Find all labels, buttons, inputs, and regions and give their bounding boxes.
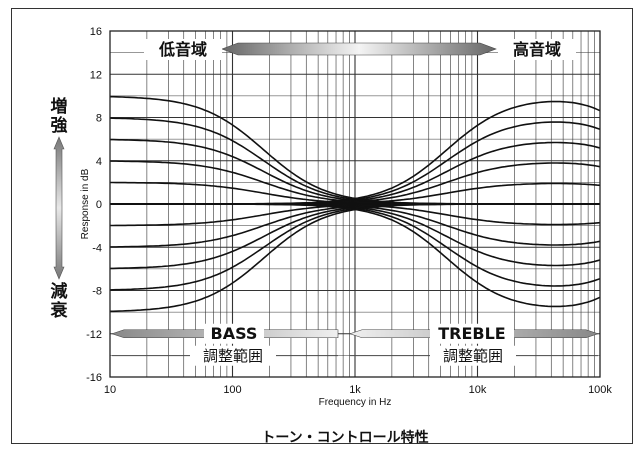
bass-label-bg: [204, 323, 264, 344]
treble-label: TREBLE: [438, 324, 505, 343]
y-tick-label: 8: [96, 113, 102, 125]
y-tick-label: 4: [96, 156, 102, 168]
x-tick-label: 10: [104, 384, 116, 396]
treble-range-label-bg: [430, 345, 516, 366]
treble-response-curve: [110, 203, 601, 308]
boost-char-2: 強: [51, 115, 68, 136]
y-tick-label: 12: [90, 69, 102, 81]
x-tick-label: 100k: [588, 384, 612, 396]
plot-border: [109, 30, 601, 378]
y-tick-label: -4: [92, 242, 102, 254]
high-range-label: 高音域: [513, 40, 561, 59]
x-tick-label: 1k: [349, 384, 361, 396]
treble-label-bg: [430, 323, 514, 344]
low-range-label-bg: [144, 39, 222, 60]
y-tick-label: 16: [90, 26, 102, 38]
chart-frame: -16 -12 -8 -4 0 4 8 12 16 10 100 1k 10k 100k 低音域 高音域 …: [11, 8, 633, 445]
y-axis-title: Response in dB: [80, 168, 91, 239]
cut-char-2: 衰: [50, 300, 69, 321]
low-range-label: 低音域: [158, 40, 207, 59]
x-axis-title: Frequency in Hz: [319, 397, 392, 408]
y-tick-label: 0: [96, 199, 102, 211]
bass-range-label-bg: [190, 345, 276, 366]
range-double-arrow: [221, 42, 497, 56]
chart-caption: トーン・コントロール特性: [261, 429, 428, 445]
response-curves: [109, 95, 601, 313]
cut-char-1: 減: [51, 281, 68, 302]
tick-labels: -16 -12 -8 -4 0 4 8 12 16 10 100 1k 10k 100k: [86, 26, 612, 396]
high-range-label-bg: [498, 39, 576, 60]
bass-adjust-range-label: 調整範囲: [203, 347, 263, 365]
y-tick-label: -12: [86, 329, 102, 341]
treble-adjust-range-label: 調整範囲: [443, 347, 503, 365]
y-tick-label: -8: [92, 286, 102, 298]
x-tick-label: 100: [223, 384, 241, 396]
range-arrows: [53, 39, 599, 366]
boost-cut-arrow: [53, 136, 65, 280]
boost-char-1: 増: [51, 96, 68, 117]
x-tick-label: 10k: [469, 384, 487, 396]
bass-label: BASS: [211, 324, 258, 343]
y-tick-label: -16: [86, 372, 102, 384]
